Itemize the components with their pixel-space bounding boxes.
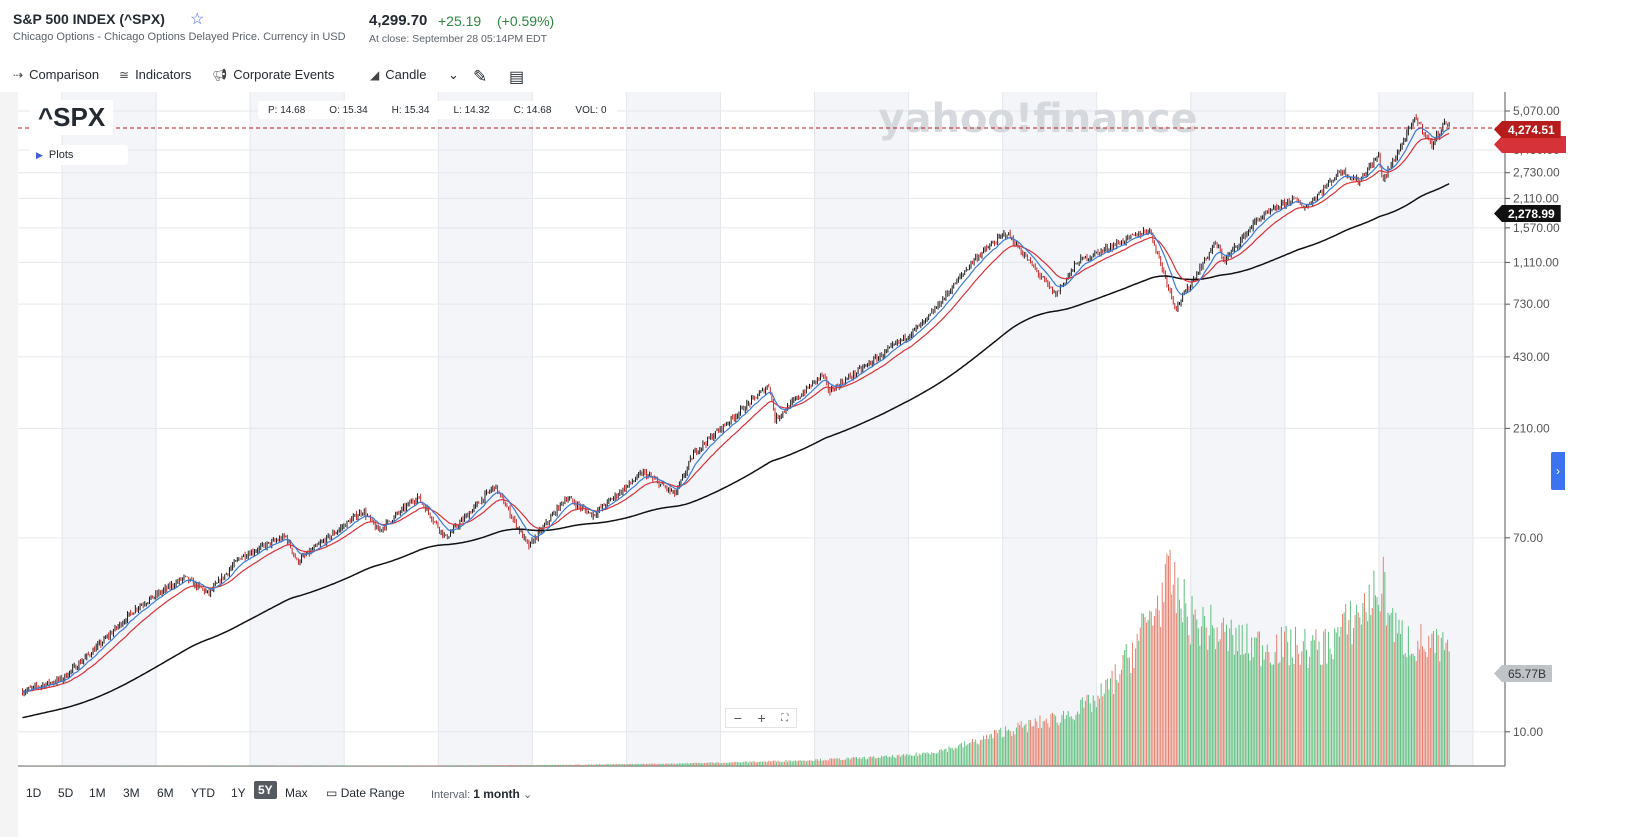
volume-value: VOL: 0 [575, 104, 607, 116]
y-tick-label: 70.00 [1513, 531, 1543, 545]
comparison-button[interactable]: ⇢ Comparison [13, 67, 99, 82]
interval-value: 1 month [473, 787, 520, 801]
page-title: S&P 500 INDEX (^SPX) [13, 11, 165, 27]
interval-selector[interactable]: Interval: 1 month ⌄ [431, 787, 532, 801]
pencil-icon: ✎ [473, 67, 488, 86]
range-3m[interactable]: 3M [123, 786, 140, 800]
chart-symbol: ^SPX [30, 100, 114, 135]
plots-label: Plots [48, 149, 74, 161]
corporate-events-button[interactable]: 📢︎ Corporate Events [212, 67, 334, 82]
price-change: +25.19 [438, 13, 482, 29]
volume-label: 65.77B [1494, 665, 1553, 682]
price-chart[interactable]: 1950195519601965197019751980198519901995… [0, 92, 1627, 772]
range-1m[interactable]: 1M [89, 786, 106, 800]
shade-band [626, 92, 721, 766]
plots-toggle[interactable]: ▶ Plots [30, 145, 128, 165]
ma-mid-line [22, 132, 1450, 693]
close-value: C: 14.68 [513, 104, 552, 116]
table-icon: ▤ [509, 69, 525, 86]
left-gutter [0, 92, 18, 837]
range-6m[interactable]: 6M [157, 786, 174, 800]
ma-slow-label: 2,278.99 [1494, 205, 1561, 222]
y-tick-label: 210.00 [1513, 421, 1550, 435]
range-5y[interactable]: 5Y [254, 781, 277, 799]
corporate-events-label: Corporate Events [233, 67, 335, 82]
calendar-icon: ▭ [326, 786, 338, 800]
chevron-down-icon: ⌄ [448, 67, 459, 82]
comparison-icon: ⇢ [13, 67, 24, 82]
expand-panel-button[interactable]: › [1551, 452, 1565, 490]
y-tick-label: 10.00 [1513, 725, 1543, 739]
shade-band [62, 92, 157, 766]
indicators-label: Indicators [135, 67, 192, 82]
range-ytd[interactable]: YTD [191, 786, 215, 800]
y-tick-label: 2,730.00 [1513, 166, 1560, 180]
range-max[interactable]: Max [285, 786, 308, 800]
ma-slow-line [22, 183, 1450, 719]
watchlist-star-icon[interactable]: ☆ [190, 11, 205, 28]
price-change-percent: (+0.59%) [497, 13, 555, 29]
chevron-right-icon: › [1556, 464, 1560, 478]
range-5d[interactable]: 5D [58, 786, 74, 800]
low-value: L: 14.32 [453, 104, 490, 116]
y-tick-label: 1,110.00 [1513, 255, 1559, 269]
ma-fast-line [22, 127, 1450, 693]
interval-label: Interval: [431, 789, 471, 801]
high-value: H: 15.34 [391, 104, 430, 116]
indicators-icon: ≅ [119, 67, 130, 82]
chart-type-label: Candle [385, 67, 427, 82]
y-tick-label: 430.00 [1513, 350, 1550, 364]
prev-value: P: 14.68 [268, 104, 306, 116]
close-time: At close: September 28 05:14PM EDT [369, 33, 548, 45]
y-tick-label: 5,070.00 [1513, 104, 1560, 118]
fullscreen-icon[interactable]: ⛶ [781, 712, 789, 724]
zoom-in-button[interactable]: + [757, 710, 766, 726]
table-view-button[interactable]: ▤ [509, 67, 524, 87]
chart-type-button[interactable]: ◢ Candle [370, 67, 426, 82]
quote-source: Chicago Options - Chicago Options Delaye… [13, 31, 346, 43]
ma-mid-label [1494, 136, 1566, 153]
date-range-label: Date Range [340, 786, 405, 800]
comparison-label: Comparison [29, 67, 100, 82]
shade-band [250, 92, 345, 766]
watermark-logo: yahoo!finance [878, 96, 1197, 142]
range-1y[interactable]: 1Y [231, 786, 246, 800]
date-range-button[interactable]: ▭ Date Range [326, 786, 405, 800]
zoom-out-button[interactable]: − [733, 710, 742, 726]
area-chart-icon: ◢ [370, 67, 380, 82]
y-tick-label: 2,110.00 [1513, 191, 1559, 205]
shade-band [438, 92, 533, 766]
shade-band [814, 92, 909, 766]
volume-bars [21, 549, 1450, 766]
zoom-controls: − + ⛶ [725, 708, 797, 728]
y-tick-label: 730.00 [1513, 297, 1550, 311]
shade-band [1002, 92, 1097, 766]
y-tick-label: 1,570.00 [1513, 221, 1560, 235]
chart-type-dropdown[interactable]: ⌄ [448, 67, 459, 83]
triangle-right-icon: ▶ [36, 149, 43, 160]
megaphone-icon: 📢︎ [212, 67, 228, 82]
indicators-button[interactable]: ≅ Indicators [119, 67, 191, 82]
open-value: O: 15.34 [329, 104, 368, 116]
range-1d[interactable]: 1D [26, 786, 42, 800]
current-price: 4,299.70 [369, 12, 428, 29]
chevron-down-icon: ⌄ [522, 789, 533, 801]
price-label: 4,274.51 [1494, 121, 1561, 138]
draw-button[interactable]: ✎ [473, 67, 487, 87]
ohlc-readout: P: 14.68 O: 15.34 H: 15.34 L: 14.32 C: 1… [258, 101, 617, 119]
